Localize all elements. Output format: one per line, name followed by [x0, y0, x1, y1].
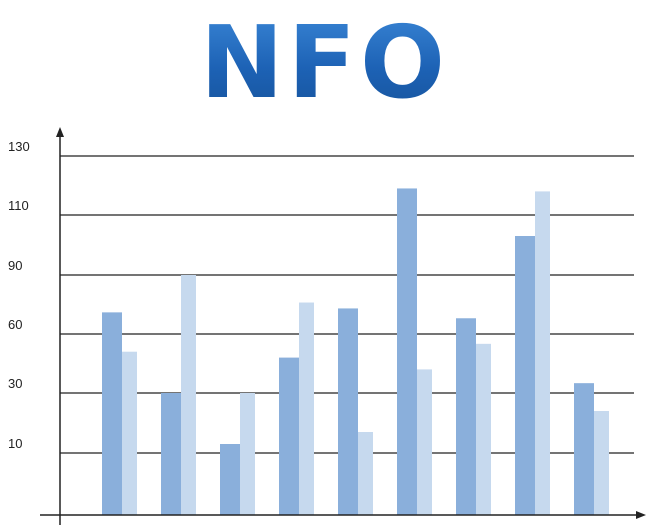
bar-series-2 [535, 191, 550, 515]
bar-series-1 [515, 236, 535, 515]
x-axis-arrow [636, 511, 646, 519]
bar-series-2 [594, 411, 609, 515]
bar-series-2 [181, 275, 196, 515]
bar-series-2 [122, 351, 137, 515]
bar-series-1 [338, 308, 358, 515]
y-tick-label: 130 [8, 139, 30, 154]
y-axis-arrow [56, 127, 64, 137]
chart-title: NFO [0, 8, 649, 118]
bar-series-1 [397, 188, 417, 515]
bar-series-2 [299, 302, 314, 515]
bar-series-2 [476, 343, 491, 515]
bar-series-1 [574, 383, 594, 515]
y-tick-label: 60 [8, 317, 22, 332]
bar-series-1 [456, 318, 476, 515]
bar-series-1 [279, 357, 299, 515]
bar-series-2 [358, 432, 373, 515]
y-tick-label: 10 [8, 436, 22, 451]
y-tick-label: 110 [8, 198, 29, 213]
axes [40, 127, 646, 525]
bar-series-2 [417, 369, 432, 515]
y-tick-label: 90 [8, 258, 22, 273]
bar-series-1 [220, 444, 240, 515]
bar-series-1 [161, 393, 181, 515]
y-tick-labels: 10 30 60 90 110 130 [8, 139, 30, 451]
bars [102, 188, 609, 515]
bar-series-1 [102, 312, 122, 515]
y-tick-label: 30 [8, 376, 22, 391]
bar-series-2 [240, 393, 255, 515]
